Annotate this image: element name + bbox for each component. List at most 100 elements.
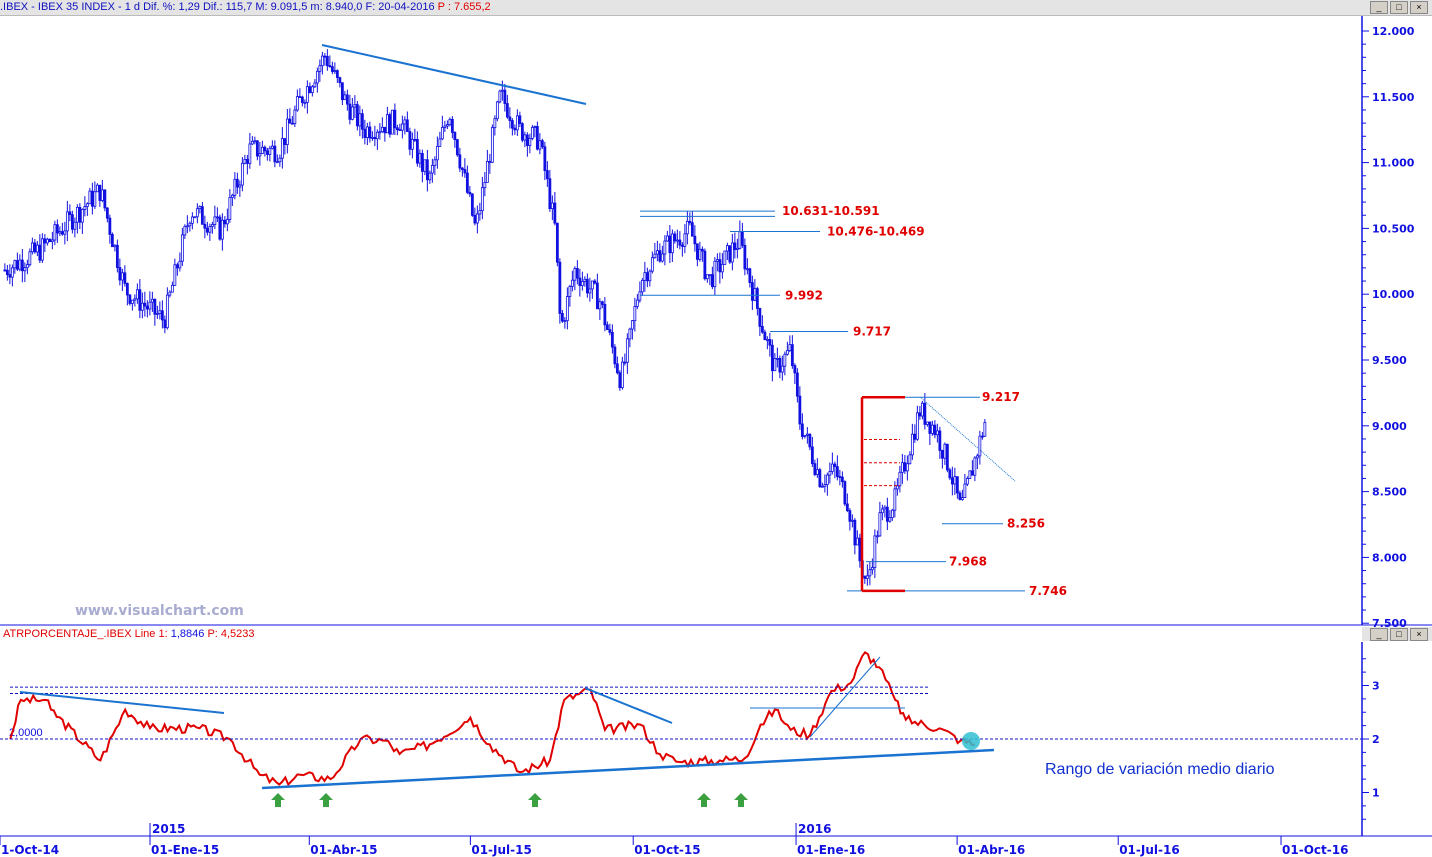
- candle-bearish: [468, 191, 472, 195]
- highlight-circle: [962, 732, 980, 750]
- candle-bullish: [685, 220, 689, 235]
- candle-bullish: [280, 138, 284, 159]
- candle-bearish: [518, 115, 522, 124]
- candle-bullish: [45, 238, 49, 244]
- maximize-button[interactable]: □: [1390, 1, 1408, 14]
- candle-bearish: [790, 344, 794, 366]
- candle-bullish: [315, 70, 319, 84]
- candle-bullish: [708, 274, 712, 277]
- min-value: m: 8.940,0: [310, 1, 363, 13]
- candle-bearish: [835, 466, 839, 477]
- candle-bullish: [305, 86, 309, 103]
- candle-bearish: [853, 519, 857, 546]
- price-tick-label: 9.000: [1372, 420, 1407, 433]
- candle-bearish: [623, 361, 627, 364]
- candle-bearish: [360, 113, 364, 130]
- close-button[interactable]: ×: [1410, 1, 1428, 14]
- candle-bearish: [205, 227, 209, 233]
- candle-bullish: [648, 270, 652, 282]
- price-tick-label: 12.000: [1372, 25, 1415, 38]
- candle-bearish: [70, 214, 74, 230]
- price-tick-label: 9.500: [1372, 354, 1407, 367]
- candle-bearish: [750, 282, 754, 301]
- candle-bearish: [680, 244, 684, 247]
- candle-bearish: [840, 476, 844, 482]
- candle-bullish: [533, 126, 537, 128]
- candle-bullish: [35, 244, 39, 253]
- candle-bearish: [928, 421, 932, 434]
- candle-bullish: [670, 233, 674, 254]
- candle-bearish: [8, 274, 12, 278]
- candle-bullish: [963, 483, 967, 499]
- indicator-minimize-button[interactable]: _: [1370, 628, 1388, 641]
- candle-bullish: [18, 259, 22, 270]
- candle-bearish: [323, 55, 327, 58]
- candle-bearish: [688, 220, 692, 224]
- candle-bullish: [943, 443, 947, 459]
- candle-bearish: [348, 103, 352, 120]
- minimize-button[interactable]: _: [1370, 1, 1388, 14]
- candle-bearish: [473, 214, 477, 224]
- candle-bearish: [223, 219, 227, 225]
- candle-bullish: [583, 278, 587, 282]
- candle-bullish: [590, 280, 594, 290]
- candle-bearish: [508, 116, 512, 121]
- candle-bullish: [333, 70, 337, 72]
- candle-bullish: [400, 123, 404, 131]
- level-label: 7.746: [1029, 584, 1067, 598]
- candle-bearish: [78, 206, 82, 223]
- candle-bearish: [948, 469, 952, 479]
- candle-bullish: [495, 101, 499, 120]
- candle-bearish: [388, 114, 392, 135]
- level-label: 9.717: [853, 324, 891, 338]
- watermark: www.visualchart.com: [75, 603, 244, 619]
- candle-bullish: [653, 253, 657, 259]
- candle-bullish: [643, 272, 647, 281]
- year-label: 2016: [798, 822, 831, 836]
- candle-bearish: [163, 319, 167, 329]
- candle-bullish: [745, 268, 749, 271]
- candle-bearish: [463, 169, 467, 174]
- candle-bullish: [438, 138, 442, 147]
- price-tick-label: 11.000: [1372, 157, 1415, 170]
- candle-bullish: [198, 206, 202, 210]
- candle-bullish: [435, 145, 439, 161]
- candle-bearish: [838, 476, 842, 478]
- indicator-p-value: P: 4,5233: [207, 628, 255, 640]
- candle-bearish: [405, 119, 409, 132]
- indicator-close-button[interactable]: ×: [1410, 628, 1428, 641]
- up-arrow-icon: [271, 793, 285, 807]
- candle-bearish: [733, 242, 737, 250]
- indicator-trendline: [584, 687, 673, 724]
- candle-bullish: [410, 138, 414, 150]
- candle-bearish: [603, 303, 607, 326]
- candle-bullish: [493, 118, 497, 129]
- candle-bearish: [363, 128, 367, 138]
- candle-bullish: [828, 471, 832, 476]
- candle-bearish: [615, 363, 619, 374]
- x-tick-label: 01-Jul-16: [1119, 843, 1179, 857]
- candle-bearish: [103, 189, 107, 209]
- candle-bearish: [700, 248, 704, 252]
- candle-bearish: [933, 424, 937, 436]
- candle-bullish: [675, 239, 679, 242]
- candle-bullish: [635, 299, 639, 307]
- candle-bearish: [398, 129, 402, 132]
- candle-bullish: [620, 361, 624, 389]
- candle-bullish: [58, 231, 62, 234]
- candle-bearish: [290, 122, 294, 125]
- candle-bullish: [378, 131, 382, 134]
- candle-bearish: [145, 305, 149, 310]
- candle-bearish: [558, 261, 562, 314]
- candle-bullish: [208, 225, 212, 233]
- candle-bullish: [380, 126, 384, 133]
- candle-bearish: [885, 506, 889, 522]
- candle-bullish: [150, 298, 154, 303]
- candle-bullish: [735, 247, 739, 250]
- candle-bearish: [160, 310, 164, 321]
- candle-bullish: [550, 202, 554, 209]
- max-value: M: 9.091,5: [255, 1, 308, 13]
- indicator-support-line: [261, 748, 995, 790]
- indicator-maximize-button[interactable]: □: [1390, 628, 1408, 641]
